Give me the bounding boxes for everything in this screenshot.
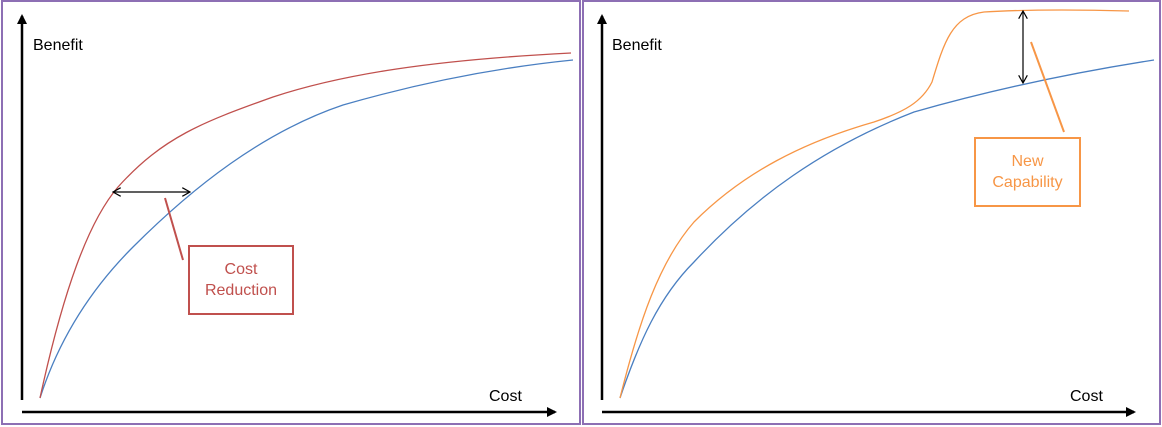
x-axis-label: Cost <box>489 388 522 405</box>
baseline-curve <box>619 59 1155 399</box>
callout-pointer <box>1030 41 1065 133</box>
callout-line-1: New <box>1011 153 1044 170</box>
new-capability-diagram <box>597 9 1155 417</box>
new-capability-curve <box>619 9 1130 399</box>
callout-line-1: Cost <box>224 261 258 278</box>
cost-reduction-diagram <box>17 14 574 417</box>
new-capability-panel: Benefit Cost New Capability <box>582 0 1161 425</box>
cost-reduction-curve <box>39 52 572 399</box>
baseline-curve <box>39 59 574 399</box>
x-axis-label: Cost <box>1070 388 1103 405</box>
y-axis-label: Benefit <box>612 37 662 54</box>
callout-line-2: Capability <box>992 174 1063 191</box>
y-axis-label: Benefit <box>33 37 83 54</box>
callout-pointer <box>164 197 184 261</box>
callout-line-2: Reduction <box>204 282 278 299</box>
cost-reduction-panel: Benefit Cost Cost Reduction <box>1 0 581 425</box>
cost-reduction-callout: Cost Reduction <box>188 245 294 315</box>
new-capability-callout: New Capability <box>974 137 1081 207</box>
